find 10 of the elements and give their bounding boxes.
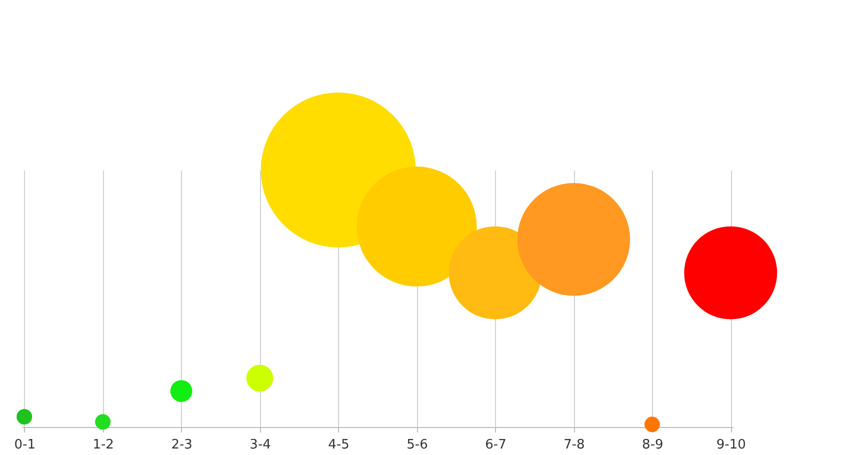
x-tick-label: 9-10: [716, 438, 746, 452]
x-tick-label: 8-9: [642, 438, 664, 452]
x-tick-label: 7-8: [564, 438, 585, 452]
x-tick-label: 4-5: [328, 438, 350, 452]
x-tick-label: 3-4: [250, 438, 271, 452]
x-tick-label: 1-2: [92, 438, 114, 452]
x-tick-label: 2-3: [171, 438, 192, 452]
x-tick-label: 5-6: [406, 438, 428, 452]
x-tick-label: 0-1: [14, 438, 36, 452]
x-tick-label: 6-7: [485, 438, 506, 452]
